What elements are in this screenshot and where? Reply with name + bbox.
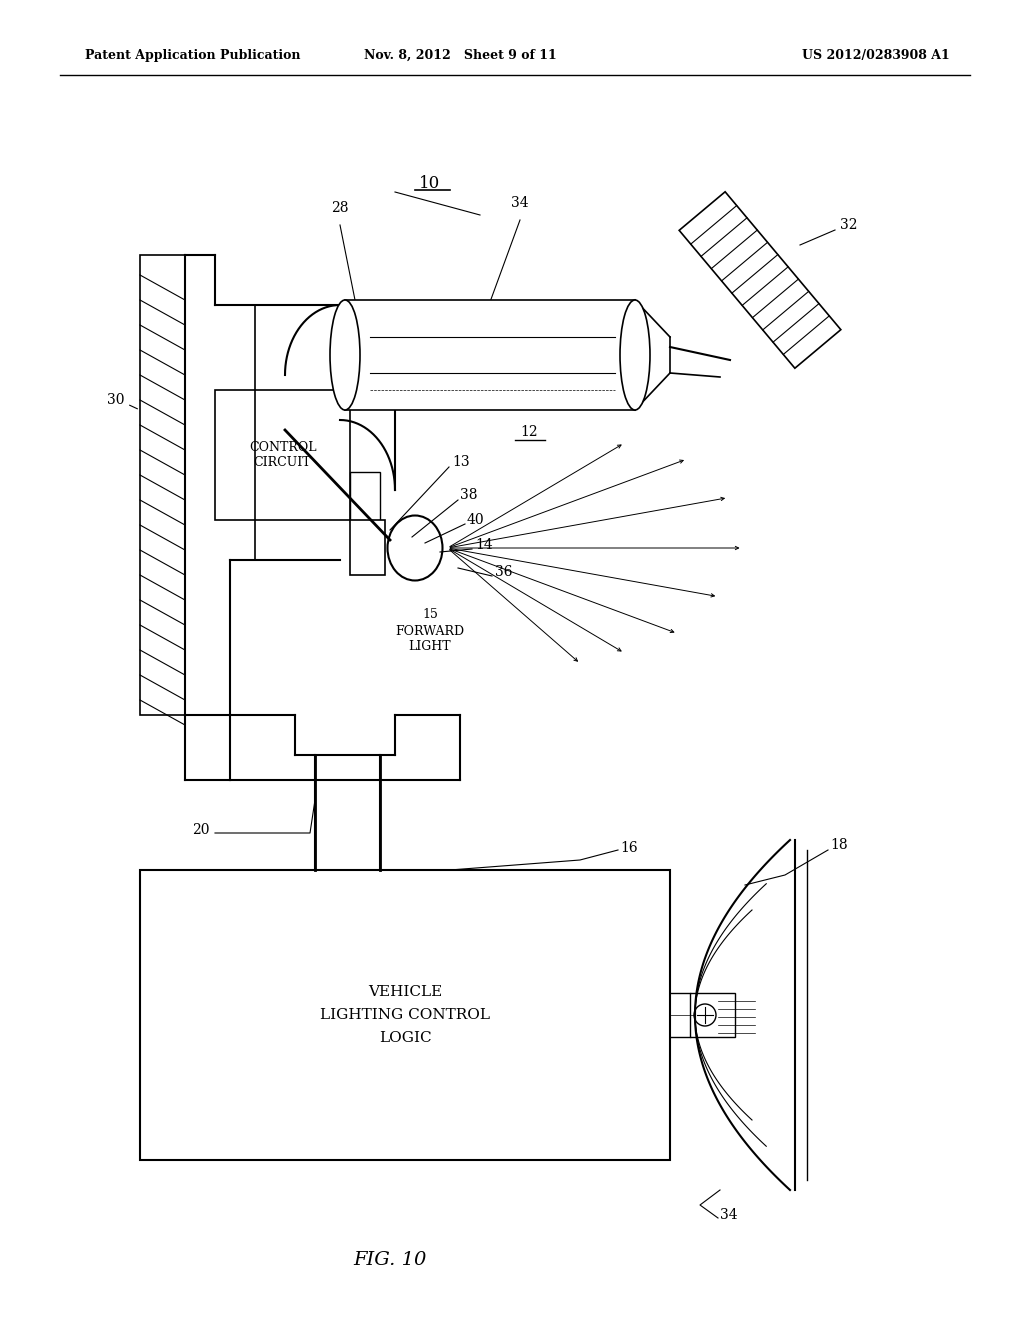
Text: Patent Application Publication: Patent Application Publication	[85, 49, 300, 62]
Text: US 2012/0283908 A1: US 2012/0283908 A1	[802, 49, 950, 62]
Text: 28: 28	[331, 201, 349, 215]
Bar	[345, 300, 635, 411]
Text: 10: 10	[420, 176, 440, 191]
Text: 38: 38	[460, 488, 477, 502]
Bar	[215, 389, 350, 520]
Text: VEHICLE
LIGHTING CONTROL
LOGIC: VEHICLE LIGHTING CONTROL LOGIC	[319, 985, 490, 1045]
Bar	[140, 255, 185, 715]
Text: 12: 12	[520, 425, 538, 440]
Text: 36: 36	[495, 565, 512, 579]
Ellipse shape	[387, 516, 442, 581]
Text: 34: 34	[720, 1208, 737, 1222]
Text: 40: 40	[467, 513, 484, 527]
Text: 15: 15	[422, 609, 438, 620]
Text: CONTROL
CIRCUIT: CONTROL CIRCUIT	[249, 441, 316, 469]
Text: FORWARD
LIGHT: FORWARD LIGHT	[395, 624, 465, 653]
Text: 30: 30	[108, 393, 125, 407]
Text: 32: 32	[840, 218, 857, 232]
Bar	[690, 993, 735, 1038]
Text: Nov. 8, 2012   Sheet 9 of 11: Nov. 8, 2012 Sheet 9 of 11	[364, 49, 556, 62]
Text: 18: 18	[830, 838, 848, 851]
Text: 20: 20	[193, 822, 210, 837]
Bar	[140, 870, 670, 1160]
Text: 13: 13	[452, 455, 470, 469]
Polygon shape	[679, 191, 841, 368]
Text: 14: 14	[475, 539, 493, 552]
Text: 16: 16	[620, 841, 638, 855]
Bar	[350, 520, 385, 576]
Text: FIG. 10: FIG. 10	[353, 1251, 427, 1269]
Circle shape	[694, 1005, 716, 1026]
Text: 34: 34	[511, 195, 528, 210]
Ellipse shape	[620, 300, 650, 411]
Ellipse shape	[330, 300, 360, 411]
Bar	[350, 473, 380, 521]
